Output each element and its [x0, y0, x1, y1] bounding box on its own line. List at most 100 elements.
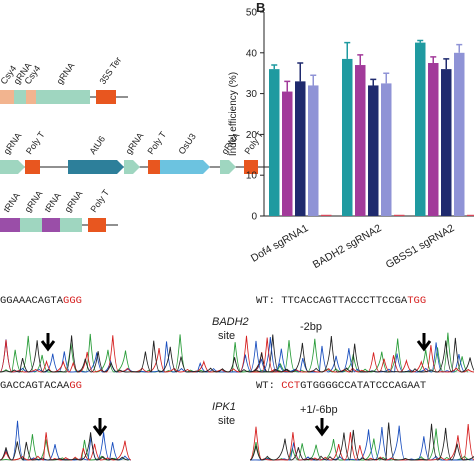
sequence-part: CCT — [281, 380, 300, 392]
error-bar — [430, 56, 437, 63]
element-arrow — [160, 160, 210, 174]
error-bar — [456, 43, 463, 53]
element-label: AtU6 — [87, 134, 107, 156]
sequence-part: WT: — [256, 380, 281, 392]
trace — [249, 422, 474, 461]
error-bar — [297, 62, 304, 82]
element-arrow — [124, 160, 140, 174]
element-box — [88, 218, 106, 232]
trace — [0, 333, 296, 373]
sequence: WT: CCTGTGGGGCCATATCCCAGAAT — [256, 380, 426, 392]
sequence: WT: TTCACCAGTTACCCTTCCGATGG — [256, 295, 426, 307]
element-label: gRNA — [62, 189, 84, 214]
mutation-label: +1/-6bp — [300, 404, 338, 416]
element-box — [36, 90, 90, 104]
element-arrow — [0, 160, 25, 174]
error-bar — [370, 78, 377, 86]
element-label: OsU3 — [176, 132, 197, 157]
trace — [0, 334, 293, 373]
bar — [342, 58, 353, 216]
error-bar — [271, 64, 278, 70]
element-box — [60, 218, 82, 232]
y-tick-label: 10 — [246, 171, 258, 182]
element-box — [148, 160, 160, 174]
y-tick-label: 50 — [246, 8, 258, 19]
error-bar — [383, 72, 390, 84]
element-label: Poly T — [24, 129, 47, 156]
element-arrow — [220, 160, 236, 174]
x-tick-label: GBSS1 sgRNA2 — [384, 222, 457, 271]
arrow — [40, 333, 56, 352]
element-label: gRNA — [54, 61, 76, 86]
element-label: gRNA — [123, 131, 145, 156]
element-box — [25, 160, 40, 174]
site-label: BADH2 — [212, 316, 249, 328]
y-tick-label: 0 — [251, 212, 257, 223]
sequence-part: GG — [69, 380, 82, 392]
error-bar — [443, 58, 450, 70]
arrow — [314, 418, 330, 437]
error-bar — [417, 39, 424, 43]
trace — [249, 424, 474, 461]
arrow — [416, 333, 432, 352]
element-box — [26, 90, 36, 104]
bar — [428, 63, 439, 216]
element-box — [20, 218, 42, 232]
x-tick-label: Dof4 sgRNA1 — [249, 222, 311, 265]
sequence-part: TGG — [407, 295, 426, 307]
bar — [454, 52, 465, 216]
sequence: GACCAGTACAAGG — [0, 380, 82, 392]
arrow — [92, 418, 108, 437]
error-bar — [310, 74, 317, 86]
bar — [467, 214, 474, 216]
y-tick-label: 40 — [246, 48, 258, 59]
x-tick-label: BADH2 sgRNA2 — [311, 222, 384, 271]
mutation-label: -2bp — [300, 321, 322, 333]
site-label: site — [218, 415, 235, 427]
trace — [0, 432, 132, 461]
error-bar — [284, 80, 291, 92]
y-tick-label: 30 — [246, 89, 258, 100]
sequence-part: GGAAACAGTA — [0, 295, 64, 307]
trace — [249, 335, 474, 373]
sequence-part: GGG — [63, 295, 82, 307]
trace — [249, 425, 474, 461]
bar — [355, 65, 366, 216]
element-box — [0, 218, 20, 232]
bar — [308, 85, 319, 216]
element-label: gRNA — [1, 131, 23, 156]
y-axis-label: Indel efficiency (%) — [228, 72, 239, 156]
bar — [394, 214, 405, 216]
element-box — [96, 90, 116, 104]
trace — [249, 428, 471, 461]
element-label: tRNA — [42, 191, 63, 214]
sequence: GGAAACAGTAGGG — [0, 295, 82, 307]
element-box — [14, 90, 26, 104]
bar — [381, 83, 392, 217]
sequence-part: GACCAGTACAA — [0, 380, 70, 392]
element-label: 35S Ter — [97, 55, 123, 86]
element-box — [0, 90, 14, 104]
element-label: Poly T — [88, 187, 111, 214]
bar — [269, 69, 280, 217]
error-bar — [344, 41, 351, 59]
site-label: site — [218, 330, 235, 342]
element-label: gRNA — [22, 189, 44, 214]
sequence-part: GTGGGGCCATATCCCAGAAT — [300, 380, 426, 392]
panel-label: B — [256, 0, 265, 15]
bar — [415, 42, 426, 216]
error-bar — [357, 54, 364, 66]
element-box — [244, 160, 258, 174]
bar — [295, 81, 306, 216]
element-arrow — [68, 160, 124, 174]
bar — [441, 69, 452, 217]
element-label: tRNA — [1, 191, 22, 214]
sequence-part: WT: TTCACCAGTTACCCTTCCGA — [256, 295, 408, 307]
bar — [282, 91, 293, 216]
bar — [321, 214, 332, 216]
trace — [0, 432, 129, 461]
site-label: IPK1 — [212, 401, 236, 413]
element-label: Poly T — [145, 129, 168, 156]
element-box — [42, 218, 60, 232]
